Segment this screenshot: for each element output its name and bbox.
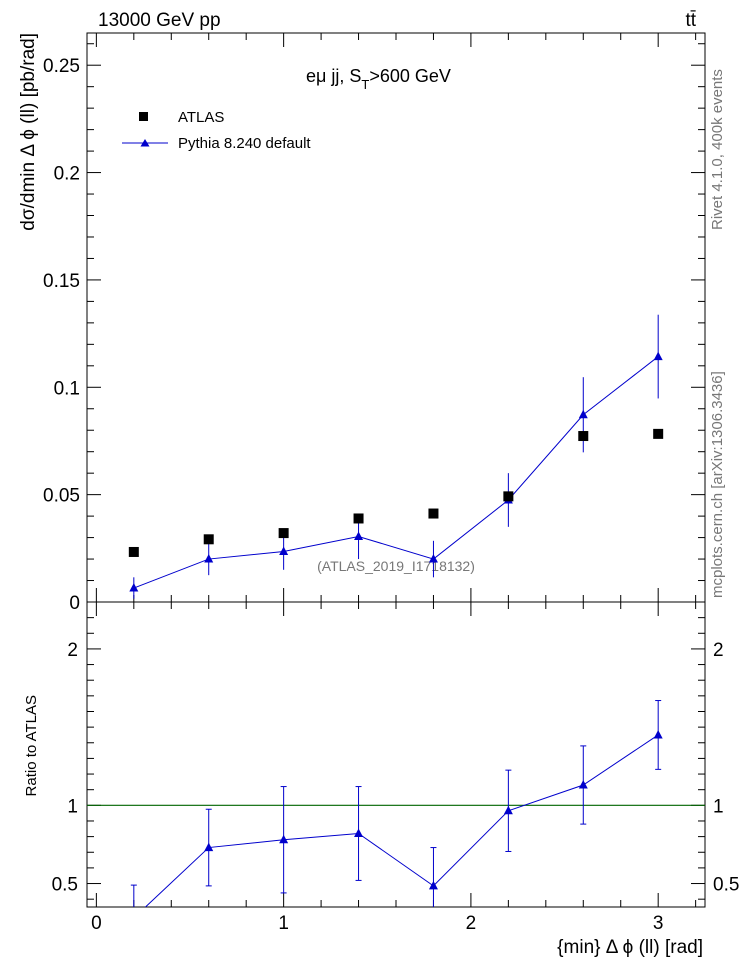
- pythia-point: [653, 351, 663, 361]
- atlas-point: [578, 431, 589, 442]
- mcplots-label: mcplots.cern.ch [arXiv:1306.3436]: [709, 371, 726, 598]
- ratio-y-axis-label: Ratio to ATLAS: [23, 695, 40, 796]
- ratio-y-tick-label: 0.5: [52, 875, 78, 896]
- pythia-point: [129, 583, 139, 592]
- main-title-subscript: T: [361, 77, 369, 92]
- main-y-tick-label: 0: [69, 593, 80, 614]
- pythia-line: [133, 356, 659, 589]
- x-tick-label: 2: [466, 913, 477, 934]
- x-tick-label: 0: [91, 913, 102, 934]
- legend-atlas-label: ATLAS: [178, 109, 224, 126]
- main-y-tick-label: 0.2: [54, 164, 80, 185]
- main-title-text: eμ jj, S: [306, 66, 361, 86]
- ratio-point: [129, 913, 138, 922]
- main-series-group: [128, 314, 664, 599]
- main-y-tick-label: 0.15: [43, 271, 80, 292]
- atlas-point: [203, 534, 214, 545]
- ratio-y-tick-label: 1: [67, 796, 78, 817]
- x-tick-label: 3: [653, 913, 664, 934]
- x-tick-label: 1: [278, 913, 289, 934]
- ratio-plot-frame: [86, 601, 706, 908]
- ratio-y-tick-label-right: 1: [713, 796, 724, 817]
- main-y-tick-label: 0.05: [43, 486, 80, 507]
- atlas-point: [428, 508, 439, 519]
- main-title-tail: >600 GeV: [369, 66, 451, 86]
- main-plot-layer: 0 0.05 0.1 0.15 0.2 0.25: [43, 33, 705, 614]
- ratio-point: [354, 828, 364, 837]
- rivet-label: Rivet 4.1.0, 400k events: [709, 69, 726, 230]
- ratio-point: [428, 880, 438, 890]
- ratio-y-tick-label-right: 2: [713, 640, 724, 661]
- atlas-point: [653, 428, 664, 439]
- main-title: eμ jj, ST>600 GeV: [306, 66, 451, 92]
- collision-label: 13000 GeV pp: [98, 10, 221, 31]
- pythia-point: [279, 546, 289, 556]
- ratio-point: [578, 780, 588, 789]
- legend-atlas-marker: [139, 112, 148, 121]
- ratio-series-group: [87, 700, 705, 922]
- ratio-line: [144, 734, 659, 907]
- ratio-plot-layer: 0.5 0.5 1 1 2 2 0 1 2 3: [52, 601, 739, 934]
- ratio-y-tick-label: 2: [67, 640, 78, 661]
- pythia-point: [578, 409, 588, 419]
- ratio-point: [653, 729, 663, 739]
- atlas-point: [278, 528, 289, 539]
- ratio-point: [204, 842, 214, 852]
- pythia-point: [428, 554, 438, 563]
- legend-pythia-label: Pythia 8.240 default: [178, 135, 311, 152]
- main-y-axis-label: dσ/dmin Δ ϕ (ll) [pb/rad]: [18, 33, 39, 231]
- pythia-point: [204, 554, 214, 563]
- atlas-point: [503, 491, 514, 502]
- legend-pythia-marker: [140, 139, 150, 147]
- ratio-point: [503, 805, 513, 815]
- x-axis-label: {min} Δ ϕ (ll) [rad]: [557, 937, 703, 958]
- main-y-tick-label: 0.25: [43, 56, 80, 77]
- pythia-point: [354, 531, 364, 541]
- atlas-point: [128, 546, 139, 557]
- analysis-watermark: (ATLAS_2019_I1718132): [317, 558, 475, 574]
- ratio-point: [279, 834, 289, 844]
- process-label: tt̄: [685, 10, 696, 31]
- atlas-point: [353, 513, 364, 524]
- ratio-y-tick-label-right: 0.5: [713, 875, 739, 896]
- main-y-tick-label: 0.1: [54, 378, 80, 399]
